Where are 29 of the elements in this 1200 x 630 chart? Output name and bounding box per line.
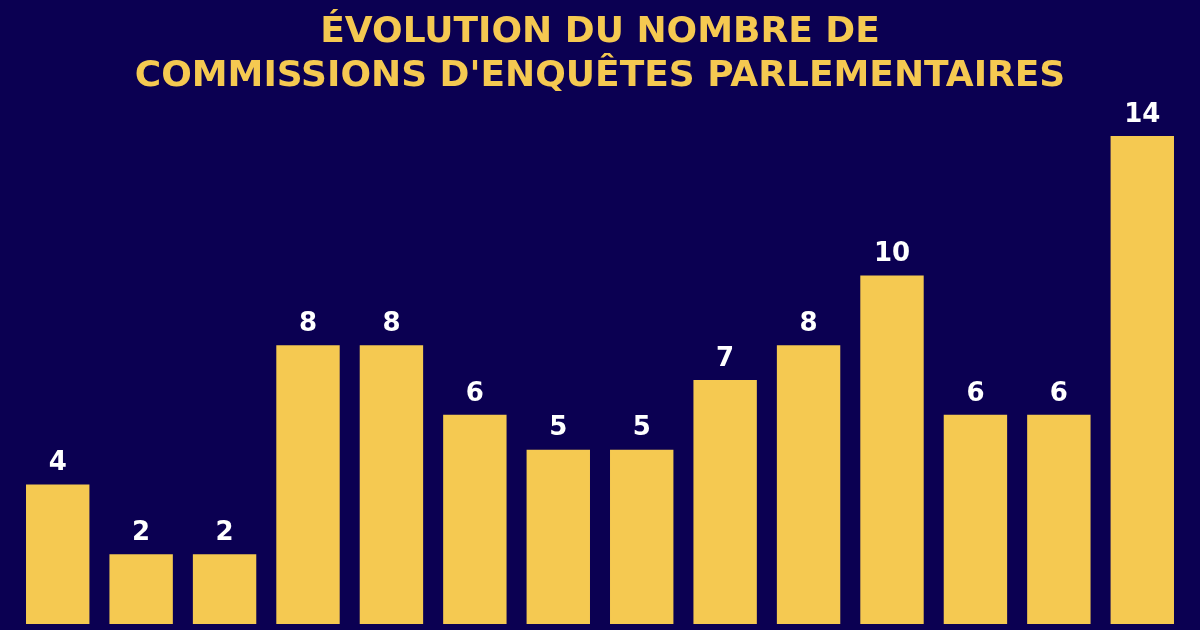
chart-title: ÉVOLUTION DU NOMBRE DE COMMISSIONS D'ENQUÊTES PARLEMENTAIRES [133, 8, 1067, 96]
data-label: 6 [465, 376, 484, 407]
bar [359, 345, 424, 624]
data-label: 7 [716, 341, 735, 372]
bar [860, 275, 924, 624]
bar [443, 414, 507, 624]
bar [526, 449, 590, 624]
data-label: 5 [632, 411, 651, 442]
data-label: 8 [382, 306, 401, 337]
bar [1027, 414, 1091, 624]
bar [943, 414, 1008, 624]
bar [192, 554, 257, 624]
data-label: 6 [1049, 376, 1068, 407]
data-label: 8 [799, 306, 818, 337]
bar [276, 345, 340, 624]
data-label: 10 [873, 237, 911, 268]
bar [1110, 136, 1174, 624]
data-label: 8 [298, 306, 318, 337]
bar [693, 380, 757, 624]
data-label: 2 [215, 516, 234, 547]
bar [610, 449, 674, 624]
data-label: 4 [48, 446, 67, 477]
bar [776, 345, 841, 624]
data-label: 5 [549, 411, 568, 442]
data-label: 6 [966, 376, 985, 407]
data-label: 2 [132, 516, 151, 547]
bar [26, 484, 90, 624]
data-label: 14 [1124, 97, 1161, 128]
bar [109, 554, 173, 624]
